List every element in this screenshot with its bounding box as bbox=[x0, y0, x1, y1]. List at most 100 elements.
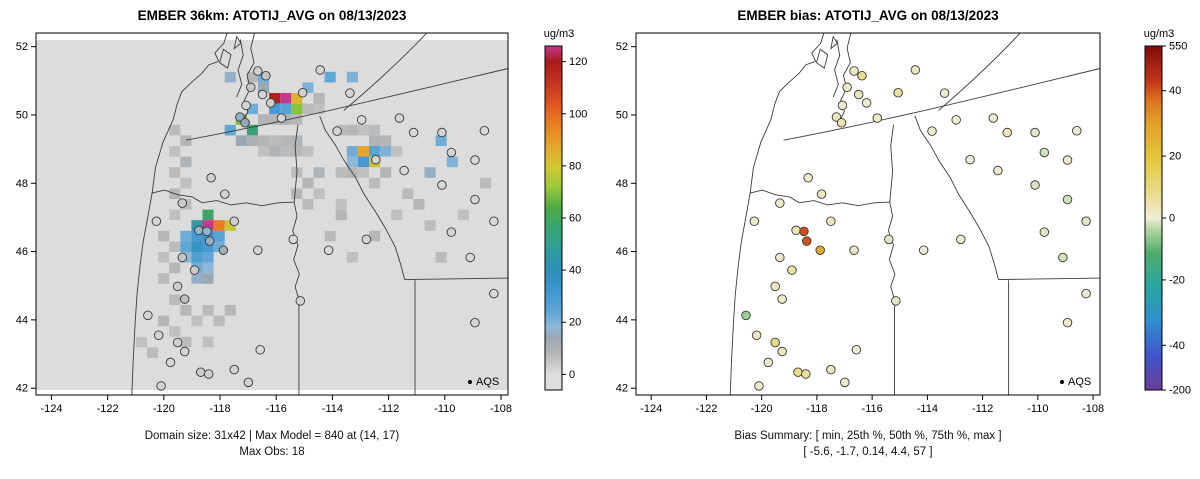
raster-cell bbox=[169, 167, 181, 178]
obs-marker bbox=[399, 165, 409, 176]
colorbar-tick-label: 20 bbox=[569, 317, 581, 329]
colorbar-tick-label: 0 bbox=[569, 369, 575, 381]
raster-cell bbox=[280, 146, 292, 157]
obs-marker bbox=[172, 281, 183, 292]
raster-cell bbox=[158, 273, 170, 284]
raster-cell bbox=[202, 220, 214, 231]
obs-marker bbox=[177, 252, 188, 263]
raster-cell bbox=[147, 347, 159, 358]
bias-marker bbox=[1072, 125, 1082, 136]
map-outline-layer bbox=[132, 33, 508, 395]
obs-marker bbox=[189, 265, 200, 275]
obs-marker bbox=[179, 346, 190, 357]
raster-cell bbox=[302, 146, 314, 157]
raster-cell bbox=[180, 305, 192, 316]
colorbar-gradient bbox=[544, 45, 563, 391]
raster-cell bbox=[369, 135, 381, 146]
x-tick-label: -122 bbox=[695, 403, 717, 415]
bias-marker bbox=[1030, 127, 1040, 138]
bias-marker bbox=[787, 265, 797, 275]
raster-cell bbox=[258, 135, 270, 146]
raster-cell bbox=[380, 146, 392, 157]
bias-marker bbox=[751, 330, 762, 341]
raster-cell bbox=[357, 156, 369, 168]
raster-cell bbox=[246, 103, 258, 115]
colorbar-tick-label: 40 bbox=[1169, 85, 1181, 97]
x-tick-label: -110 bbox=[434, 403, 455, 415]
raster-cell bbox=[313, 93, 325, 104]
aqs-legend-label: AQS bbox=[1068, 376, 1091, 388]
raster-cell bbox=[346, 124, 358, 136]
x-tick-label: -114 bbox=[322, 403, 343, 415]
obs-marker bbox=[408, 127, 419, 138]
colorbar-tick-label: 100 bbox=[569, 108, 587, 120]
y-tick-label: 50 bbox=[16, 109, 28, 121]
bias-marker bbox=[1081, 216, 1091, 226]
raster-cell bbox=[446, 156, 458, 168]
map-outline bbox=[294, 125, 298, 202]
map-outline bbox=[220, 49, 231, 68]
model-plot-svg: -124 -122 -120 -118 -116 -114 -112 -110 -108 42 44… bbox=[16, 28, 588, 415]
model-caption: Domain size: 31x42 | Max Model = 840 at … bbox=[0, 428, 544, 460]
raster-cell bbox=[480, 177, 492, 189]
bias-marker bbox=[815, 245, 825, 255]
x-tick-label: -116 bbox=[266, 403, 287, 415]
raster-cell bbox=[346, 146, 358, 157]
bias-marker bbox=[801, 369, 811, 379]
raster-cell bbox=[191, 241, 203, 252]
obs-marker bbox=[253, 66, 263, 76]
raster-cell bbox=[269, 146, 281, 157]
map-outline bbox=[784, 68, 1100, 140]
obs-marker bbox=[437, 180, 447, 190]
raster-cell bbox=[213, 241, 225, 252]
obs-marker bbox=[257, 89, 268, 100]
obs-marker bbox=[356, 115, 367, 125]
raster-cell bbox=[169, 294, 181, 305]
raster-cell bbox=[346, 71, 358, 83]
obs-marker bbox=[195, 367, 206, 377]
bias-marker bbox=[802, 236, 812, 246]
bias-marker bbox=[793, 367, 803, 377]
obs-marker bbox=[229, 364, 239, 375]
bias-marker bbox=[993, 165, 1003, 176]
aqs-legend-dot bbox=[1060, 380, 1064, 384]
bias-marker bbox=[849, 66, 859, 76]
colorbar-tick-label: -40 bbox=[1169, 340, 1185, 352]
raster-cell bbox=[302, 82, 314, 93]
x-tick-label: -108 bbox=[1082, 403, 1104, 415]
raster-cell bbox=[202, 241, 214, 252]
x-tick-label: -118 bbox=[209, 403, 230, 415]
y-tick-label: 44 bbox=[16, 314, 28, 326]
raster-cell bbox=[313, 188, 325, 199]
obs-marker bbox=[243, 377, 254, 388]
map-outline bbox=[831, 37, 837, 49]
colorbar-tick-label: 550 bbox=[1169, 41, 1187, 53]
raster-cell bbox=[391, 209, 403, 221]
obs-marker bbox=[288, 234, 298, 245]
obs-marker bbox=[253, 245, 263, 255]
map-outline bbox=[344, 33, 427, 110]
raster-cell bbox=[213, 315, 225, 327]
x-tick-label: -120 bbox=[153, 403, 175, 415]
x-tick-label: -114 bbox=[917, 403, 938, 415]
bias-marker bbox=[927, 126, 937, 136]
raster-cell bbox=[224, 305, 236, 316]
obs-marker bbox=[479, 125, 490, 136]
obs-marker bbox=[276, 113, 287, 123]
raster-cell bbox=[180, 156, 192, 168]
obs-marker bbox=[156, 381, 166, 391]
map-outline bbox=[888, 202, 894, 395]
bias-marker bbox=[1002, 127, 1012, 138]
colorbar-units-label: ug/m3 bbox=[544, 28, 575, 40]
raster-cell bbox=[369, 230, 381, 242]
raster-cell bbox=[302, 103, 314, 115]
raster-cell bbox=[346, 252, 358, 263]
raster-cell bbox=[202, 305, 214, 316]
bias-marker bbox=[749, 216, 760, 226]
obs-marker bbox=[345, 88, 355, 98]
raster-cell bbox=[302, 199, 314, 210]
obs-marker bbox=[143, 310, 153, 321]
raster-cell bbox=[457, 209, 469, 221]
y-tick-label: 46 bbox=[16, 246, 28, 258]
raster-cell bbox=[346, 156, 358, 168]
